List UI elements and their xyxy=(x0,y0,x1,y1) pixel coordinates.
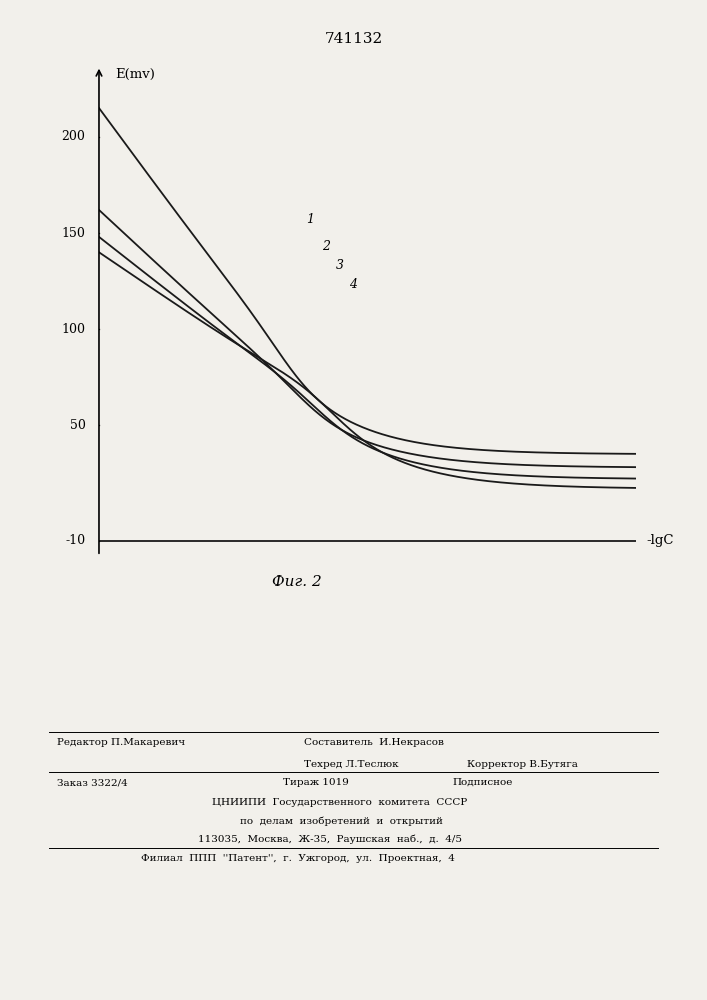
Text: 113035,  Москва,  Ж-35,  Раушская  наб.,  д.  4/5: 113035, Москва, Ж-35, Раушская наб., д. … xyxy=(198,834,462,843)
Text: Тираж 1019: Тираж 1019 xyxy=(283,778,349,787)
Text: Заказ 3322/4: Заказ 3322/4 xyxy=(57,778,127,787)
Text: 4: 4 xyxy=(349,278,357,292)
Text: -lgC: -lgC xyxy=(646,534,674,547)
Text: Редактор П.Макаревич: Редактор П.Макаревич xyxy=(57,738,185,747)
Text: 2: 2 xyxy=(322,240,330,253)
Text: E(mv): E(mv) xyxy=(115,68,155,81)
Text: 200: 200 xyxy=(62,130,86,143)
Text: 150: 150 xyxy=(62,227,86,240)
Text: -10: -10 xyxy=(66,534,86,547)
Text: 741132: 741132 xyxy=(325,32,382,46)
Text: 3: 3 xyxy=(335,259,344,272)
Text: 100: 100 xyxy=(62,323,86,336)
Text: 50: 50 xyxy=(70,419,86,432)
Text: ЦНИИПИ  Государственного  комитета  СССР: ЦНИИПИ Государственного комитета СССР xyxy=(212,798,467,807)
Text: Корректор В.Бутяга: Корректор В.Бутяга xyxy=(467,760,578,769)
Text: по  делам  изобретений  и  открытий: по делам изобретений и открытий xyxy=(240,816,443,825)
Text: Подписное: Подписное xyxy=(452,778,513,787)
Text: Составитель  И.Некрасов: Составитель И.Некрасов xyxy=(304,738,444,747)
Text: Филиал  ППП  ''Патент'',  г.  Ужгород,  ул.  Проектная,  4: Филиал ППП ''Патент'', г. Ужгород, ул. П… xyxy=(141,854,455,863)
Text: Фиг. 2: Фиг. 2 xyxy=(272,575,322,589)
Text: Техред Л.Теслюк: Техред Л.Теслюк xyxy=(304,760,399,769)
Text: 1: 1 xyxy=(306,213,314,226)
